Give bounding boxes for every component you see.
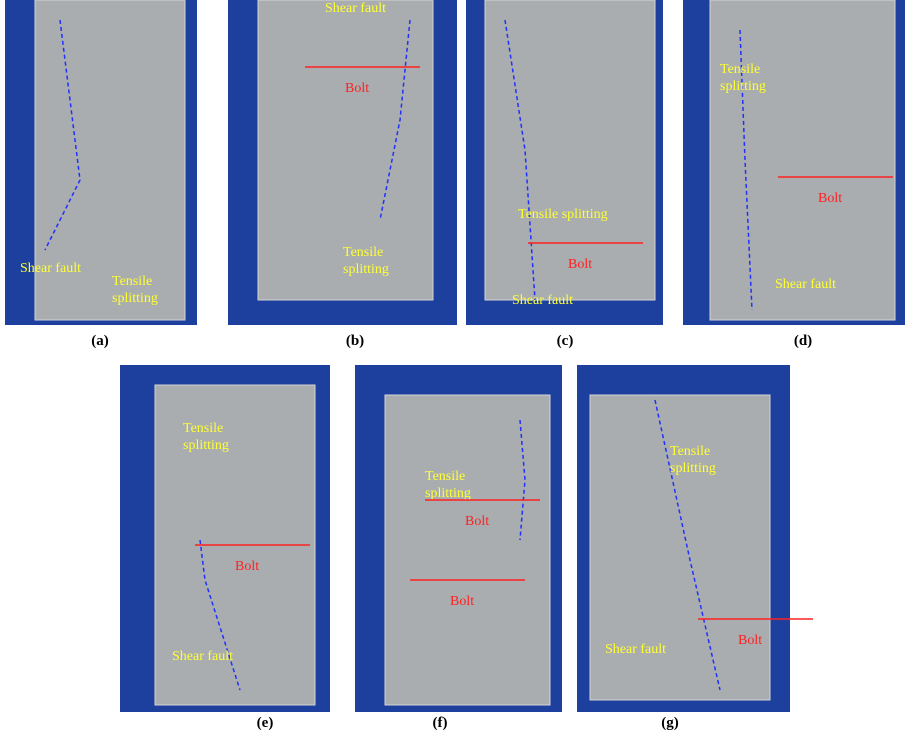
panel: (c) Tensile splitting Bolt Shear fault bbox=[466, 0, 663, 349]
specimen bbox=[485, 0, 655, 300]
annotation: Shear fault bbox=[172, 649, 233, 664]
annotation: splitting bbox=[670, 461, 716, 476]
annotation: Tensile bbox=[425, 469, 465, 484]
annotation: Bolt bbox=[345, 81, 369, 96]
figure: (a) Shear fault Tensile splitting (b) Shear f… bbox=[0, 0, 908, 735]
panel-label: (c) bbox=[557, 333, 574, 349]
panel: (a) Shear fault Tensile splitting bbox=[5, 0, 197, 349]
annotation: splitting bbox=[112, 291, 158, 306]
annotation: Bolt bbox=[568, 257, 592, 272]
annotation: Shear fault bbox=[325, 1, 386, 16]
annotation: Tensile bbox=[343, 245, 383, 260]
specimen bbox=[710, 0, 895, 320]
annotation: splitting bbox=[720, 79, 766, 94]
panel: (d) Tensile splitting Bolt Shear fault bbox=[683, 0, 905, 349]
annotation: splitting bbox=[183, 438, 229, 453]
panel-label: (g) bbox=[661, 715, 679, 731]
annotation: Bolt bbox=[450, 594, 474, 609]
specimen bbox=[385, 395, 550, 705]
annotation: Tensile bbox=[720, 62, 760, 77]
annotation: Shear fault bbox=[512, 293, 573, 308]
panel: (g) Tensile splitting Shear fault Bolt bbox=[577, 365, 813, 731]
annotation: Bolt bbox=[235, 559, 259, 574]
annotation: Tensile splitting bbox=[518, 207, 608, 222]
annotation: Shear fault bbox=[20, 261, 81, 276]
panel-label: (e) bbox=[257, 715, 274, 731]
panel: (e) Tensile splitting Bolt Shear fault bbox=[120, 365, 330, 731]
panel-label: (b) bbox=[346, 333, 364, 349]
annotation: Shear fault bbox=[775, 277, 836, 292]
annotation: splitting bbox=[343, 262, 389, 277]
annotation: Tensile bbox=[670, 444, 710, 459]
panel-label: (f) bbox=[433, 715, 448, 731]
annotation: Tensile bbox=[183, 421, 223, 436]
annotation: Bolt bbox=[465, 514, 489, 529]
annotation: Bolt bbox=[818, 191, 842, 206]
panel: (f) Tensile splitting Bolt Bolt bbox=[355, 365, 562, 731]
annotation: Tensile bbox=[112, 274, 152, 289]
panel: (b) Shear fault Bolt Tensile splitting bbox=[228, 0, 457, 349]
annotation: splitting bbox=[425, 486, 471, 501]
panel-label: (a) bbox=[91, 333, 109, 349]
panel-label: (d) bbox=[794, 333, 812, 349]
annotation: Bolt bbox=[738, 633, 762, 648]
annotation: Shear fault bbox=[605, 642, 666, 657]
